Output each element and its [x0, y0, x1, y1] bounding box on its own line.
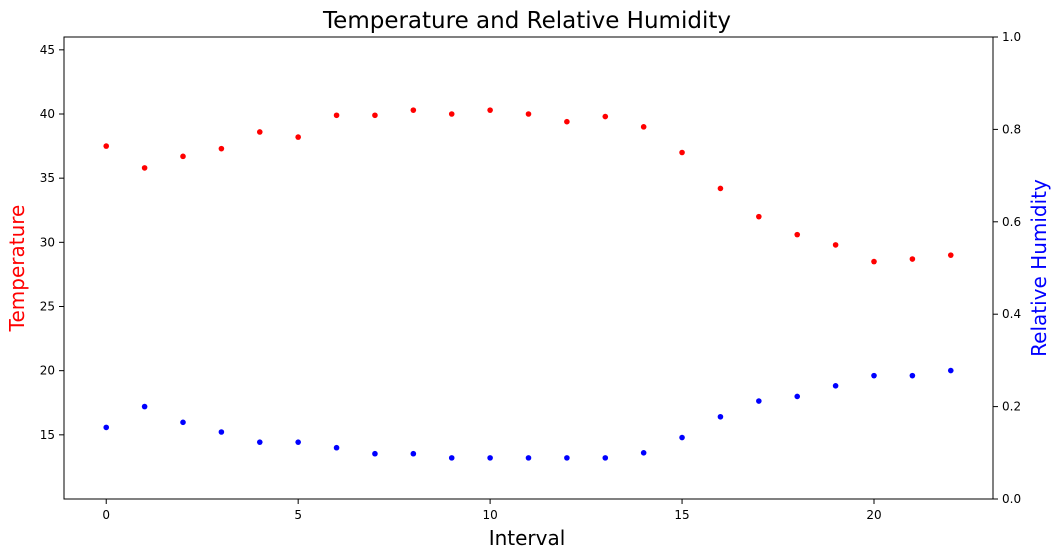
chart-title: Temperature and Relative Humidity [322, 8, 731, 34]
humidity-point [794, 393, 801, 400]
y-left-tick-label: 45 [40, 43, 55, 57]
temperature-point [103, 143, 110, 149]
y-right-tick-label: 1.0 [1002, 30, 1021, 44]
temperature-point [832, 242, 839, 248]
temperature-point [717, 185, 724, 192]
humidity-point [679, 434, 685, 441]
y-left-tick-label: 15 [40, 428, 55, 442]
humidity-point [871, 372, 877, 379]
y-axis-right: 0.0 0.2 0.4 0.6 0.8 1.0 [993, 30, 1021, 506]
temperature-point [180, 153, 186, 160]
x-tick-label: 0 [102, 508, 110, 522]
humidity-point [832, 383, 839, 389]
humidity-point [295, 439, 301, 445]
temperature-point [256, 129, 263, 135]
y-right-tick-label: 0.8 [1002, 122, 1021, 136]
temperature-point [218, 145, 225, 152]
temperature-point [448, 111, 455, 117]
humidity-point [180, 419, 186, 426]
x-tick-label: 20 [866, 508, 881, 522]
y-right-tick-label: 0.2 [1002, 400, 1021, 414]
temperature-series [103, 107, 954, 265]
y-left-tick-label: 40 [40, 107, 55, 121]
y-left-tick-label: 20 [40, 364, 55, 378]
humidity-point [141, 403, 148, 410]
y-right-tick-label: 0.4 [1002, 307, 1021, 321]
x-axis-label: Interval [489, 526, 566, 550]
temperature-point [909, 256, 916, 262]
temperature-point [295, 134, 301, 140]
y-left-tick-label: 35 [40, 171, 55, 185]
y-right-tick-label: 0.6 [1002, 215, 1021, 229]
y-axis-label-right: Relative Humidity [1027, 179, 1051, 357]
temperature-point [756, 213, 762, 220]
temperature-point [141, 165, 148, 171]
humidity-point [640, 450, 647, 456]
humidity-point [564, 455, 570, 461]
humidity-point [756, 398, 762, 404]
y-axis-label-left: Temperature [5, 205, 29, 333]
temperature-point [564, 118, 570, 125]
humidity-point [333, 444, 340, 451]
humidity-point [909, 372, 916, 379]
humidity-point [372, 450, 378, 457]
humidity-point [717, 413, 724, 420]
temperature-point [947, 252, 954, 258]
temperature-point [679, 149, 685, 156]
humidity-point [218, 429, 225, 435]
humidity-point [410, 450, 417, 457]
temperature-point [487, 107, 493, 113]
humidity-point [103, 424, 110, 431]
temperature-point [640, 124, 647, 130]
y-right-tick-label: 0.0 [1002, 492, 1021, 506]
temperature-point [333, 112, 340, 119]
temperature-point [525, 111, 532, 117]
x-axis: 0 5 10 15 20 [102, 499, 882, 522]
temperature-point [410, 107, 417, 113]
temperature-point [372, 112, 378, 119]
humidity-point [602, 455, 609, 461]
temperature-point [602, 113, 609, 120]
humidity-point [525, 455, 532, 461]
temperature-point [871, 258, 877, 265]
x-tick-label: 10 [482, 508, 497, 522]
y-axis-left: 15 20 25 30 35 40 45 [40, 43, 64, 442]
y-left-tick-label: 25 [40, 300, 55, 314]
humidity-point [256, 439, 263, 445]
humidity-point [487, 455, 493, 461]
humidity-series [103, 367, 954, 461]
y-left-tick-label: 30 [40, 235, 55, 249]
temperature-point [794, 231, 801, 238]
humidity-point [448, 455, 455, 461]
x-tick-label: 5 [294, 508, 302, 522]
plot-frame [63, 36, 994, 500]
humidity-point [947, 367, 954, 374]
x-tick-label: 15 [674, 508, 689, 522]
